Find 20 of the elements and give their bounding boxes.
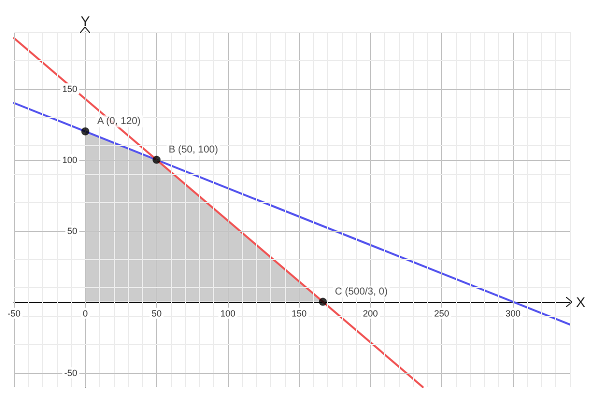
x-axis-title: X bbox=[576, 294, 586, 310]
x-tick-label: 0 bbox=[82, 308, 88, 318]
x-tick-label: 200 bbox=[362, 308, 378, 318]
y-axis-title: Y bbox=[80, 13, 91, 29]
y-tick-label: 150 bbox=[62, 84, 78, 94]
y-tick-label: -50 bbox=[64, 368, 78, 378]
data-label: C (500/3, 0) bbox=[334, 286, 388, 298]
point bbox=[81, 127, 90, 136]
data-label: B (50, 100) bbox=[168, 144, 218, 156]
data-label: A (0, 120) bbox=[97, 116, 141, 127]
y-tick-label: 100 bbox=[62, 154, 78, 165]
x-tick-label: 100 bbox=[220, 308, 236, 318]
x-tick-label: 300 bbox=[505, 308, 520, 318]
point bbox=[318, 298, 327, 306]
x-tick-label: -50 bbox=[7, 308, 21, 318]
point bbox=[152, 156, 161, 164]
x-tick-label: 150 bbox=[292, 308, 307, 318]
x-tick-label: 50 bbox=[152, 308, 162, 318]
y-tick-label: 50 bbox=[67, 226, 78, 236]
x-tick-label: 250 bbox=[434, 308, 450, 318]
